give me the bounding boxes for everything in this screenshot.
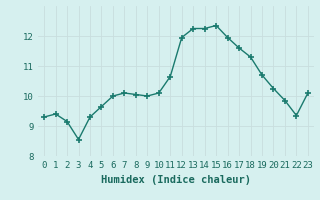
X-axis label: Humidex (Indice chaleur): Humidex (Indice chaleur)	[101, 175, 251, 185]
